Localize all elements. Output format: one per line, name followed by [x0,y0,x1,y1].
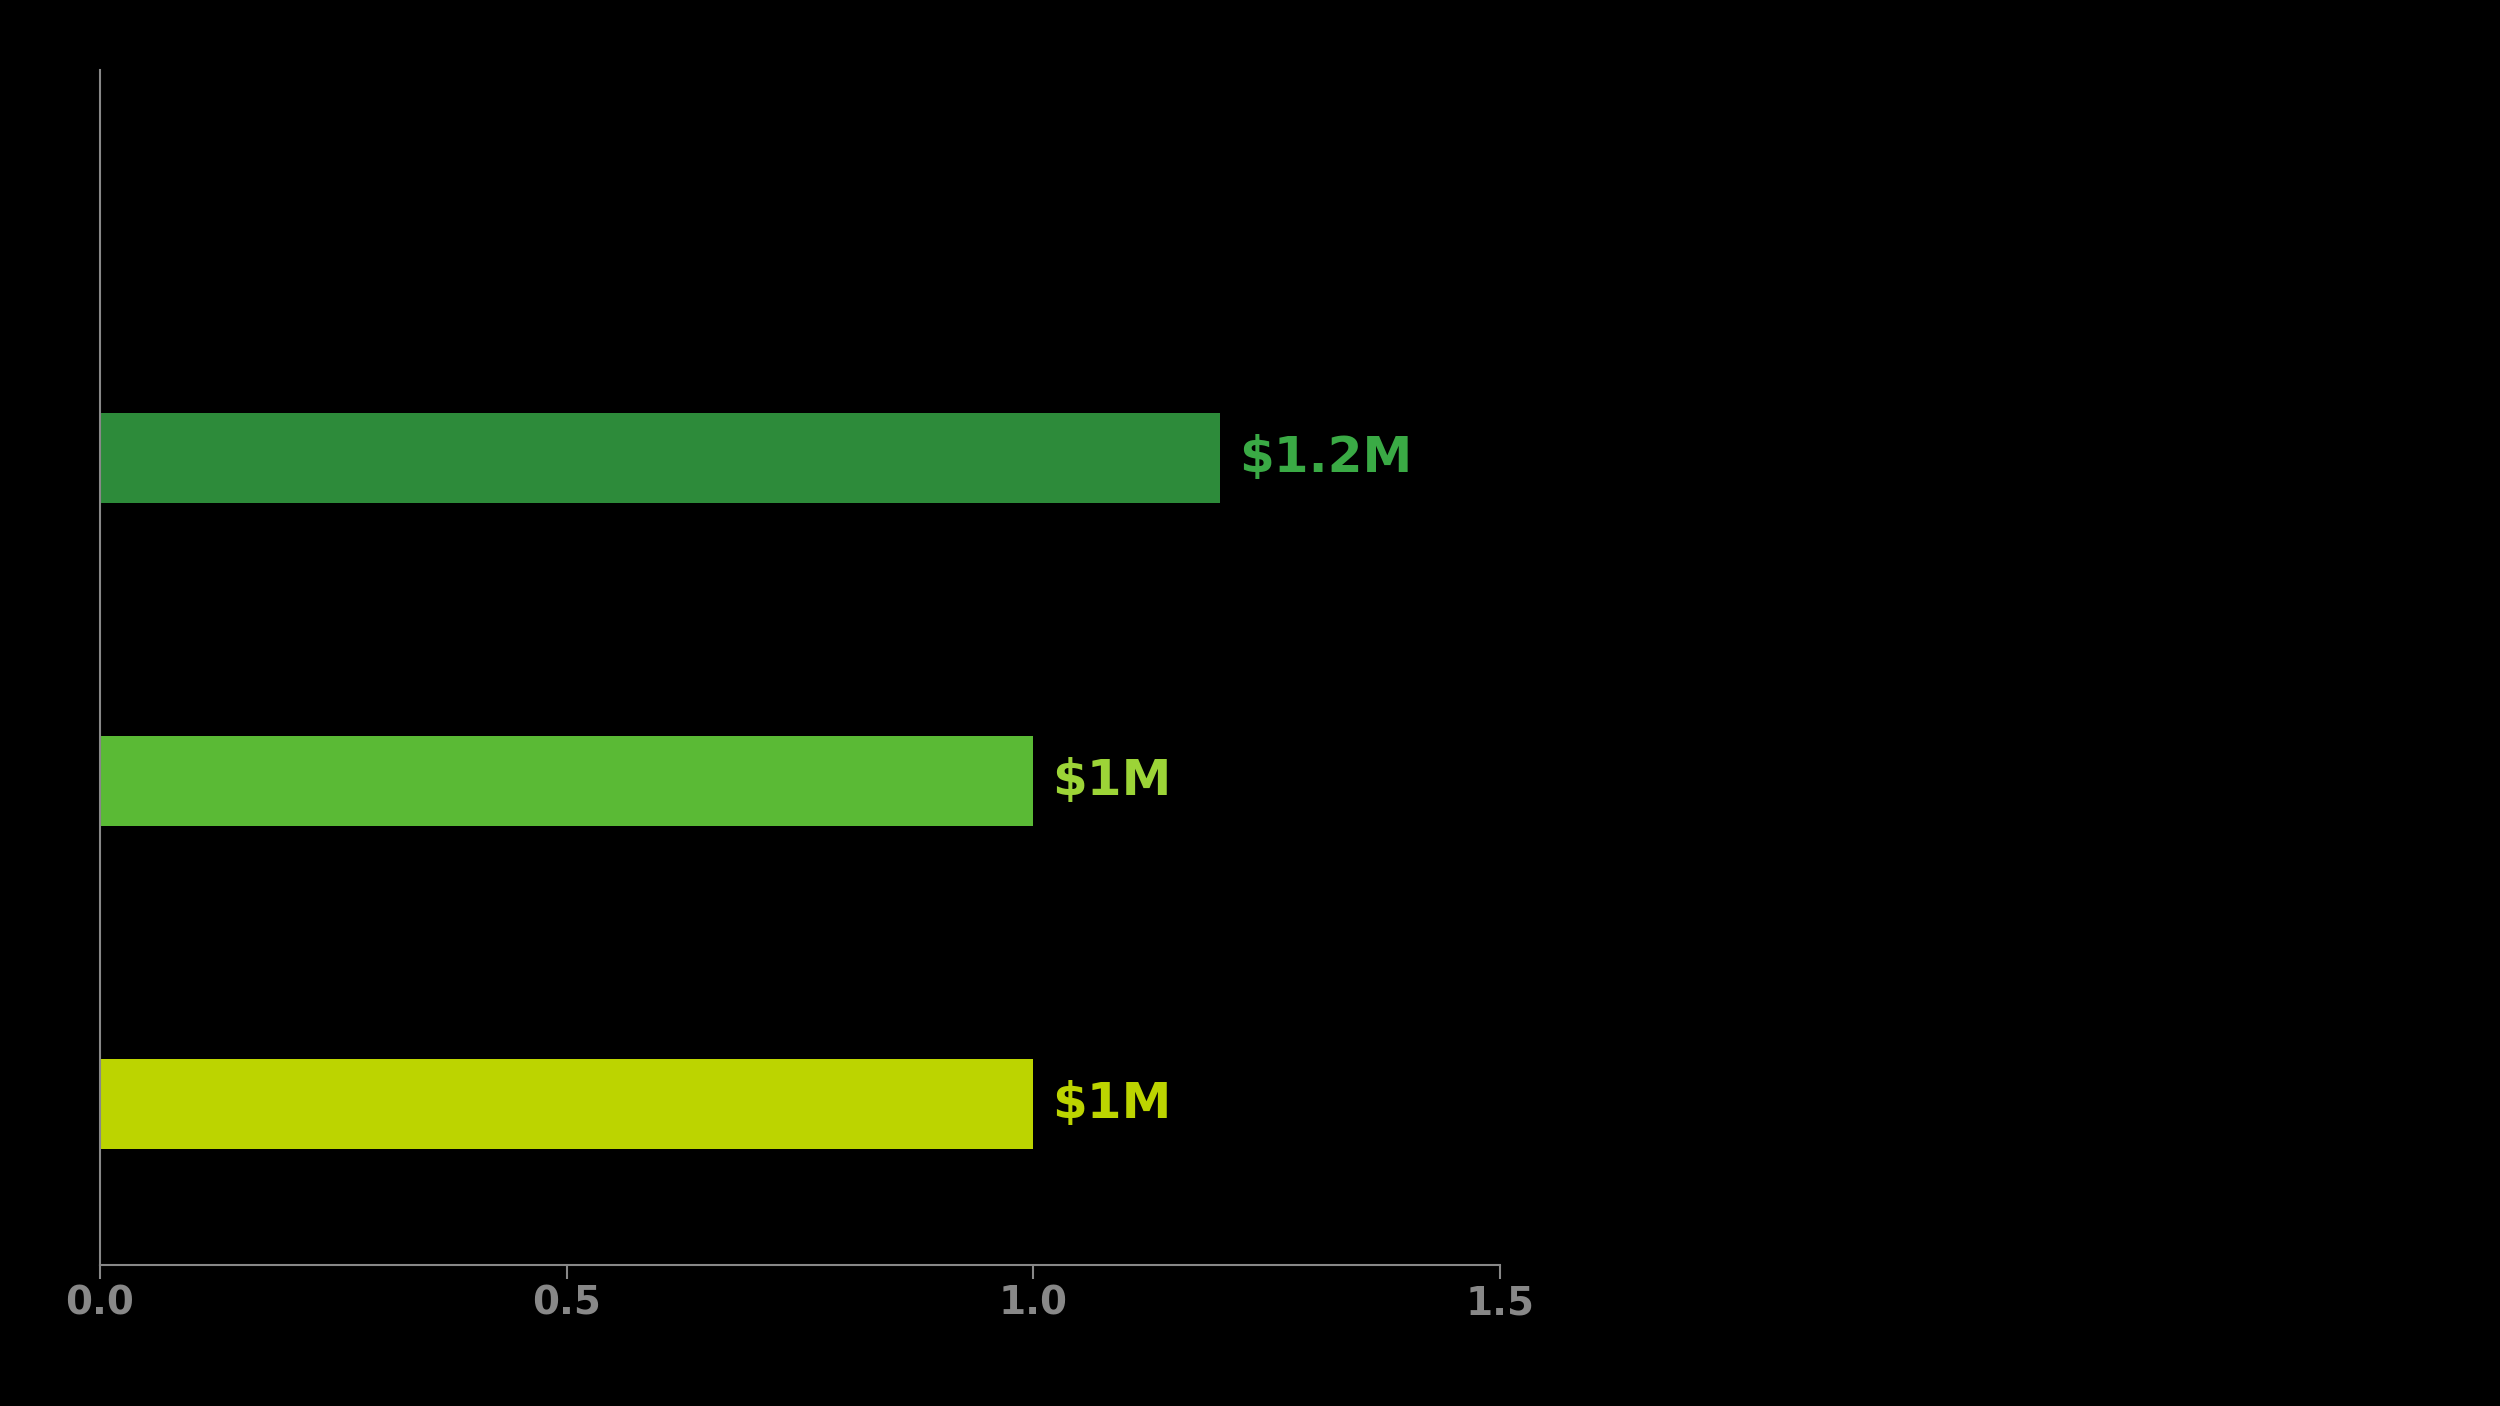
Text: $1.2M: $1.2M [1238,434,1412,482]
Bar [100,413,1220,503]
Bar [100,1059,1032,1149]
Text: $1M: $1M [1052,1080,1172,1128]
Text: $1M: $1M [1052,756,1172,804]
Bar [100,735,1032,827]
